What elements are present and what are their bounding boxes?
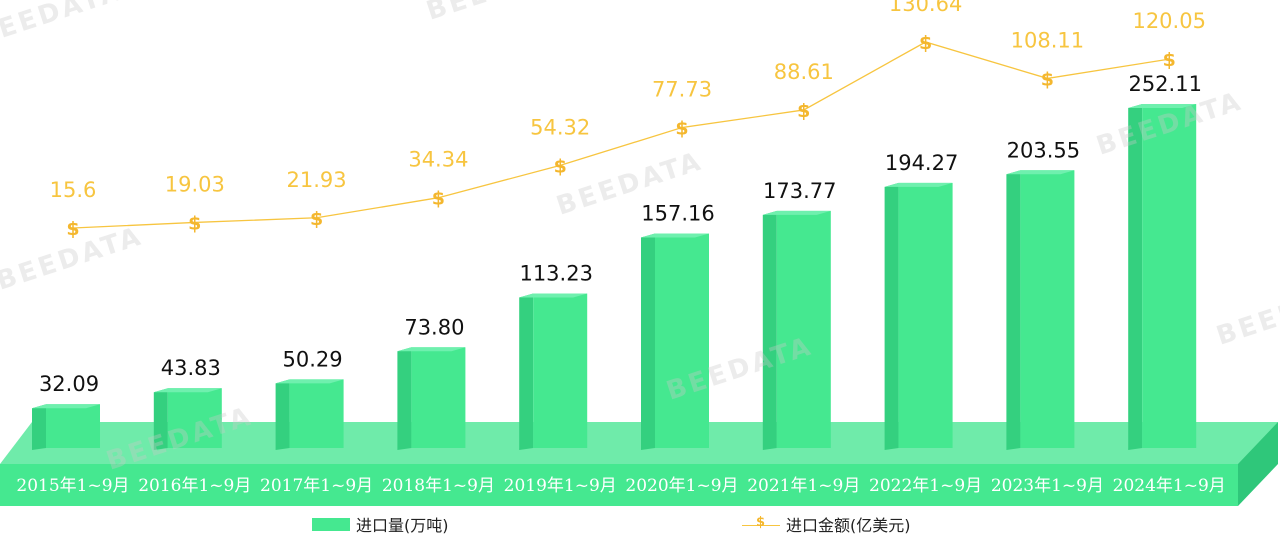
category-label: 2020年1~9月: [625, 476, 738, 496]
dollar-marker[interactable]: $: [188, 212, 201, 234]
bar-top: [519, 293, 588, 298]
bar-value-label: 173.77: [763, 179, 836, 203]
bar-side: [762, 210, 777, 450]
bar-front: [898, 182, 953, 448]
watermark-text: BEEDATA: [1213, 276, 1280, 351]
bar-side: [275, 379, 290, 450]
bar-top: [275, 379, 344, 384]
amount-value-label: 54.32: [530, 115, 590, 139]
bar-front: [776, 210, 831, 448]
legend-line-swatch: $: [742, 514, 780, 531]
bar-front: [1142, 104, 1197, 448]
bar-value-label: 50.29: [283, 347, 343, 371]
floor-front: [0, 464, 1238, 506]
bar-side: [884, 182, 899, 450]
amount-value-label: 77.73: [652, 78, 712, 102]
bar-value-label: 43.83: [161, 356, 221, 380]
dollar-marker[interactable]: $: [675, 118, 688, 140]
bar-value-label: 252.11: [1128, 72, 1201, 96]
watermark-text: BEEDATA: [0, 0, 127, 52]
category-label: 2018年1~9月: [382, 476, 495, 496]
dollar-marker[interactable]: $: [66, 218, 79, 240]
amount-value-label: 130.64: [889, 0, 962, 16]
bar-side: [1006, 170, 1021, 450]
category-label: 2019年1~9月: [504, 476, 617, 496]
bar-value-label: 203.55: [1007, 138, 1080, 162]
legend-item-amount[interactable]: $ 进口金额(亿美元): [742, 513, 911, 535]
bar-side: [397, 347, 412, 450]
amount-value-label: 108.11: [1011, 28, 1084, 52]
bar[interactable]: [275, 379, 344, 450]
bar-front: [46, 404, 100, 448]
category-label: 2016年1~9月: [138, 476, 251, 496]
bar[interactable]: [1006, 170, 1075, 450]
bar-top: [32, 404, 100, 409]
dollar-marker[interactable]: $: [1163, 49, 1176, 71]
bar-value-label: 73.80: [404, 315, 464, 339]
bar-top: [884, 182, 953, 187]
bar[interactable]: [884, 182, 953, 450]
dollar-marker[interactable]: $: [432, 188, 445, 210]
bar[interactable]: [762, 210, 831, 450]
bar[interactable]: [519, 293, 588, 450]
dollar-icon: $: [756, 514, 766, 530]
dollar-marker[interactable]: $: [310, 208, 323, 230]
amount-value-label: 15.6: [50, 178, 97, 202]
floor-side: [1238, 422, 1278, 506]
category-label: 2015年1~9月: [16, 476, 129, 496]
dollar-marker[interactable]: $: [1041, 68, 1054, 90]
bar-side: [519, 293, 534, 450]
amount-value-label: 120.05: [1132, 9, 1205, 33]
dollar-marker[interactable]: $: [554, 155, 567, 177]
bar-front: [1020, 170, 1075, 448]
bar-side: [641, 233, 655, 450]
dollar-marker[interactable]: $: [919, 32, 932, 54]
category-label: 2024年1~9月: [1113, 476, 1226, 496]
category-label: 2023年1~9月: [991, 476, 1104, 496]
category-labels: 2015年1~9月 2016年1~9月 2017年1~9月 2018年1~9月 2019…: [16, 476, 1225, 496]
bar[interactable]: [397, 347, 466, 450]
bar[interactable]: [153, 388, 222, 450]
bar-front: [289, 379, 344, 448]
bar-top: [1128, 104, 1197, 108]
bar-front: [167, 388, 222, 448]
legend-bar-swatch: [312, 517, 350, 531]
bar[interactable]: [641, 233, 709, 450]
bar[interactable]: [32, 404, 100, 450]
legend-label-amount: 进口金额(亿美元): [786, 516, 911, 535]
dollar-marker[interactable]: $: [797, 100, 810, 122]
amount-value-label: 88.61: [774, 60, 834, 84]
legend-item-volume[interactable]: 进口量(万吨): [312, 513, 449, 535]
bar-front: [533, 293, 588, 448]
bar-side: [1128, 104, 1143, 450]
category-label: 2017年1~9月: [260, 476, 373, 496]
watermark-text: BEEDATA: [423, 0, 577, 27]
bar-series: 32.09 43.83 50.29 73.80 113.23 157.16 173.77 19…: [32, 72, 1202, 450]
bar-front: [411, 347, 466, 448]
bar-value-label: 194.27: [885, 151, 958, 175]
line-series: $15.6 $19.03 $21.93 $34.34 $54.32 $77.73 $88.6…: [50, 0, 1206, 240]
bar-side: [153, 388, 168, 450]
bar-top: [1006, 170, 1075, 175]
bar-top: [153, 388, 222, 393]
amount-value-label: 34.34: [408, 148, 468, 172]
amount-line: [72, 41, 1170, 229]
bar-value-label: 32.09: [39, 372, 99, 396]
amount-value-label: 21.93: [287, 168, 347, 192]
bar-side: [32, 404, 46, 450]
category-label: 2021年1~9月: [747, 476, 860, 496]
legend-label-volume: 进口量(万吨): [356, 516, 449, 535]
amount-value-label: 19.03: [165, 172, 225, 196]
bar-front: [655, 233, 709, 448]
bar-top: [762, 210, 831, 215]
bar[interactable]: [1128, 104, 1197, 450]
bar-top: [397, 347, 466, 352]
bar-value-label: 157.16: [641, 202, 714, 226]
bar-value-label: 113.23: [519, 261, 592, 285]
bar-top: [641, 233, 709, 238]
category-label: 2022年1~9月: [869, 476, 982, 496]
